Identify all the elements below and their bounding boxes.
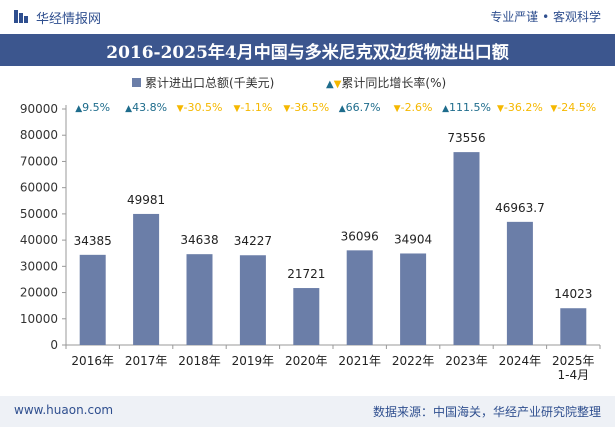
growth-label: ▲43.8%	[125, 101, 167, 114]
y-tick-label: 80000	[20, 128, 58, 142]
bar-value-label: 34904	[394, 232, 432, 246]
y-tick-label: 30000	[20, 259, 58, 273]
up-triangle-icon: ▲	[75, 104, 82, 114]
up-triangle-icon: ▲	[339, 104, 346, 114]
bar	[293, 288, 320, 345]
down-triangle-icon: ▼	[497, 104, 504, 114]
bar-value-label: 34385	[74, 234, 112, 248]
x-tick-label: 2024年	[499, 354, 542, 368]
up-triangle-icon: ▲	[442, 104, 449, 114]
legend-item-growth: ▲▼累计同比增长率(%)	[326, 74, 446, 91]
y-tick-label: 50000	[20, 207, 58, 221]
growth-value: 111.5%	[449, 101, 491, 114]
growth-label: ▼-36.2%	[497, 101, 543, 114]
growth-value: -1.1%	[240, 101, 272, 114]
growth-value: 43.8%	[132, 101, 167, 114]
data-source: 数据来源：中国海关，华经产业研究院整理	[372, 405, 601, 419]
y-tick-label: 0	[50, 338, 58, 352]
bar-chart: 0 10000 20000 30000 40000 50000 60000 70000 8000…	[20, 101, 601, 382]
chart-growth-row: ▲9.5% ▲43.8% ▼-30.5% ▼-1.1% ▼-36.5% ▲66.7% ▼-2…	[75, 101, 596, 114]
growth-value: -36.5%	[290, 101, 329, 114]
x-tick-label: 2018年	[178, 354, 221, 368]
chart-x-labels: 2016年 2017年 2018年 2019年 2020年 2021年 2022年 2023年…	[71, 354, 594, 382]
y-tick-label: 40000	[20, 233, 58, 247]
bar	[453, 152, 480, 345]
growth-value: -30.5%	[184, 101, 223, 114]
y-tick-label: 60000	[20, 181, 58, 195]
legend-up-triangle-icon: ▲	[326, 79, 334, 90]
footer-bar	[0, 396, 615, 427]
title-bar	[0, 34, 615, 66]
bar-value-label: 21721	[287, 267, 325, 281]
y-tick-label: 70000	[20, 154, 58, 168]
bar-value-label: 34227	[234, 234, 272, 248]
x-tick-label: 2017年	[125, 354, 168, 368]
bar	[133, 213, 160, 345]
growth-value: -2.6%	[401, 101, 433, 114]
growth-label: ▼-2.6%	[394, 101, 433, 114]
chart-title: 2016-2025年4月中国与多米尼克双边货物进出口额	[106, 43, 509, 63]
growth-label: ▲66.7%	[339, 101, 381, 114]
growth-label: ▼-24.5%	[550, 101, 596, 114]
x-tick-label: 1-4月	[557, 368, 589, 382]
legend-bar-swatch	[132, 78, 141, 87]
chart-legend: 累计进出口总额(千美元) ▲▼累计同比增长率(%)	[0, 74, 615, 92]
x-tick-label: 2021年	[338, 354, 381, 368]
logo-icon	[14, 10, 28, 23]
x-tick-label: 2019年	[232, 354, 275, 368]
legend-label-total: 累计进出口总额(千美元)	[145, 76, 275, 90]
x-tick-label: 2022年	[392, 354, 435, 368]
top-bar: 华经情报网 专业严谨 • 客观科学	[0, 0, 615, 34]
growth-value: 9.5%	[82, 101, 110, 114]
legend-label-growth: 累计同比增长率(%)	[341, 76, 447, 90]
x-tick-label: 2020年	[285, 354, 328, 368]
x-tick-label: 2023年	[445, 354, 488, 368]
bar-value-label: 49981	[127, 193, 165, 207]
legend-item-total: 累计进出口总额(千美元)	[132, 74, 274, 91]
brand-name: 华经情报网	[36, 12, 102, 27]
y-tick-label: 10000	[20, 312, 58, 326]
growth-label: ▼-36.5%	[283, 101, 329, 114]
growth-label: ▲9.5%	[75, 101, 110, 114]
bar-value-label: 34638	[180, 233, 218, 247]
down-triangle-icon: ▼	[550, 104, 557, 114]
chart-value-labels: 34385 49981 34638 34227 21721 36096 34904 73556…	[74, 131, 593, 301]
bar	[346, 250, 373, 345]
bar-value-label: 14023	[554, 287, 592, 301]
bar	[400, 253, 427, 345]
y-tick-label: 20000	[20, 286, 58, 300]
chart-bars	[79, 152, 587, 345]
slogan: 专业严谨 • 客观科学	[490, 10, 601, 24]
up-triangle-icon: ▲	[125, 104, 132, 114]
bar	[239, 255, 266, 345]
website-link[interactable]: www.huaon.com	[14, 403, 114, 417]
bar	[79, 254, 106, 345]
bar-value-label: 46963.7	[495, 201, 545, 215]
bar-value-label: 36096	[341, 229, 379, 243]
down-triangle-icon: ▼	[283, 104, 290, 114]
down-triangle-icon: ▼	[233, 104, 240, 114]
bar	[186, 254, 213, 345]
y-tick-label: 90000	[20, 102, 58, 116]
growth-label: ▼-30.5%	[177, 101, 223, 114]
x-tick-label: 2025年	[552, 354, 595, 368]
bar-value-label: 73556	[447, 131, 485, 145]
growth-value: -24.5%	[557, 101, 596, 114]
bar	[506, 221, 533, 345]
down-triangle-icon: ▼	[394, 104, 401, 114]
down-triangle-icon: ▼	[177, 104, 184, 114]
growth-value: -36.2%	[504, 101, 543, 114]
x-tick-label: 2016年	[71, 354, 114, 368]
legend-down-triangle-icon: ▼	[333, 79, 342, 90]
growth-value: 66.7%	[346, 101, 381, 114]
growth-label: ▲111.5%	[442, 101, 491, 114]
bar	[560, 308, 587, 345]
growth-label: ▼-1.1%	[233, 101, 272, 114]
